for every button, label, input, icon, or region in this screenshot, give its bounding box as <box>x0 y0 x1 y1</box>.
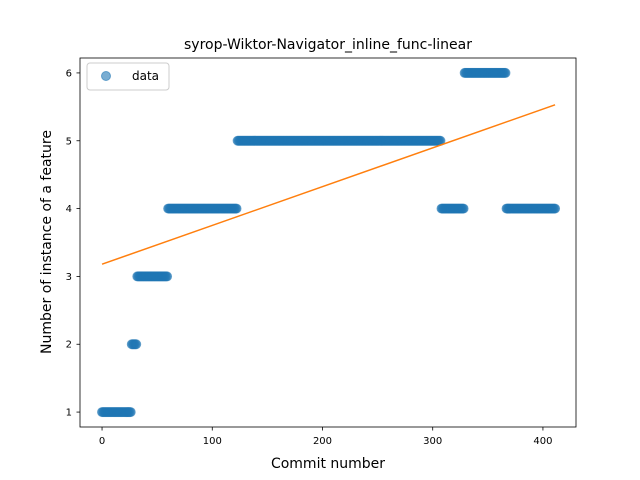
trend-line <box>101 104 556 265</box>
legend-box <box>86 62 170 91</box>
y-tick-label: 5 <box>66 136 72 147</box>
y-axis: 1 2 3 4 5 6 <box>66 68 80 419</box>
x-tick-label: 200 <box>313 436 332 447</box>
legend-label: data <box>132 69 159 83</box>
y-tick-label: 6 <box>66 68 72 79</box>
y-tick-label: 2 <box>66 340 72 351</box>
data-point <box>500 67 511 78</box>
scatter-series <box>97 67 561 418</box>
y-tick-label: 1 <box>66 408 72 419</box>
data-point <box>231 203 242 214</box>
axes-frame <box>79 57 577 428</box>
y-tick-label: 4 <box>66 204 72 215</box>
y-axis-label: Number of instance of a feature <box>39 130 55 354</box>
x-tick-label: 400 <box>533 436 552 447</box>
data-point <box>131 339 142 350</box>
chart-title: syrop-Wiktor-Navigator_inline_func-linea… <box>184 37 472 53</box>
y-tick-label: 3 <box>66 272 72 283</box>
plot-area <box>79 57 577 428</box>
x-tick-label: 300 <box>423 436 442 447</box>
legend-marker <box>101 71 111 81</box>
x-axis-label: Commit number <box>271 456 385 472</box>
data-point <box>125 407 136 418</box>
legend: data <box>86 62 170 91</box>
x-axis: 0 100 200 300 400 <box>99 427 552 447</box>
x-tick-label: 100 <box>203 436 222 447</box>
data-point <box>162 271 173 282</box>
data-point <box>550 203 561 214</box>
x-tick-label: 0 <box>99 436 105 447</box>
data-point <box>458 203 469 214</box>
